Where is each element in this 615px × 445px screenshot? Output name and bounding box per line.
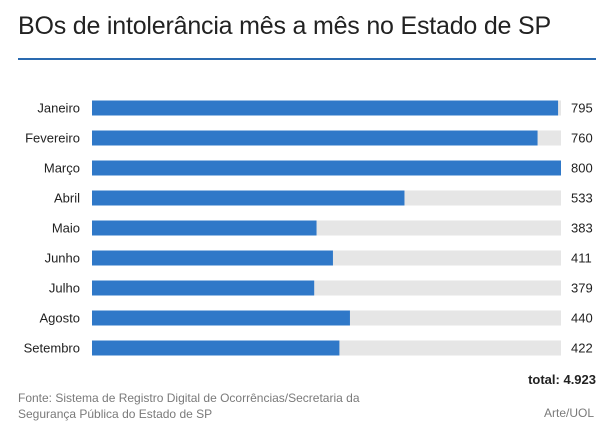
value-label: 422: [571, 341, 593, 356]
category-label: Fevereiro: [25, 131, 80, 146]
bar: [92, 190, 405, 206]
category-label: Agosto: [40, 311, 80, 326]
value-label: 411: [571, 251, 592, 266]
total-label: total: 4.923: [528, 372, 596, 387]
value-label: 800: [571, 161, 593, 176]
credit-label: Arte/UOL: [543, 406, 594, 420]
bar: [92, 100, 559, 116]
bar: [92, 310, 350, 326]
bar: [92, 250, 333, 266]
value-label: 440: [571, 311, 593, 326]
category-label: Julho: [49, 281, 80, 296]
value-label: 760: [571, 131, 593, 146]
bar: [92, 280, 315, 296]
bar: [92, 160, 561, 176]
category-label: Março: [44, 161, 80, 176]
chart-title: BOs de intolerância mês a mês no Estado …: [18, 12, 551, 40]
bar: [92, 130, 538, 146]
category-label: Maio: [52, 221, 80, 236]
value-label: 795: [571, 101, 593, 116]
value-label: 383: [571, 221, 593, 236]
category-label: Setembro: [24, 341, 80, 356]
category-label: Junho: [45, 251, 80, 266]
value-label: 533: [571, 191, 593, 206]
title-underline: [18, 58, 596, 60]
bar: [92, 340, 340, 356]
category-label: Janeiro: [37, 101, 80, 116]
bar: [92, 220, 317, 236]
source-note: Fonte: Sistema de Registro Digital de Oc…: [18, 391, 360, 421]
value-label: 379: [571, 281, 593, 296]
bar-chart: Janeiro 795 Fevereiro 760 Março 800 Abril 533 Ma…: [24, 100, 593, 356]
category-label: Abril: [54, 191, 80, 206]
